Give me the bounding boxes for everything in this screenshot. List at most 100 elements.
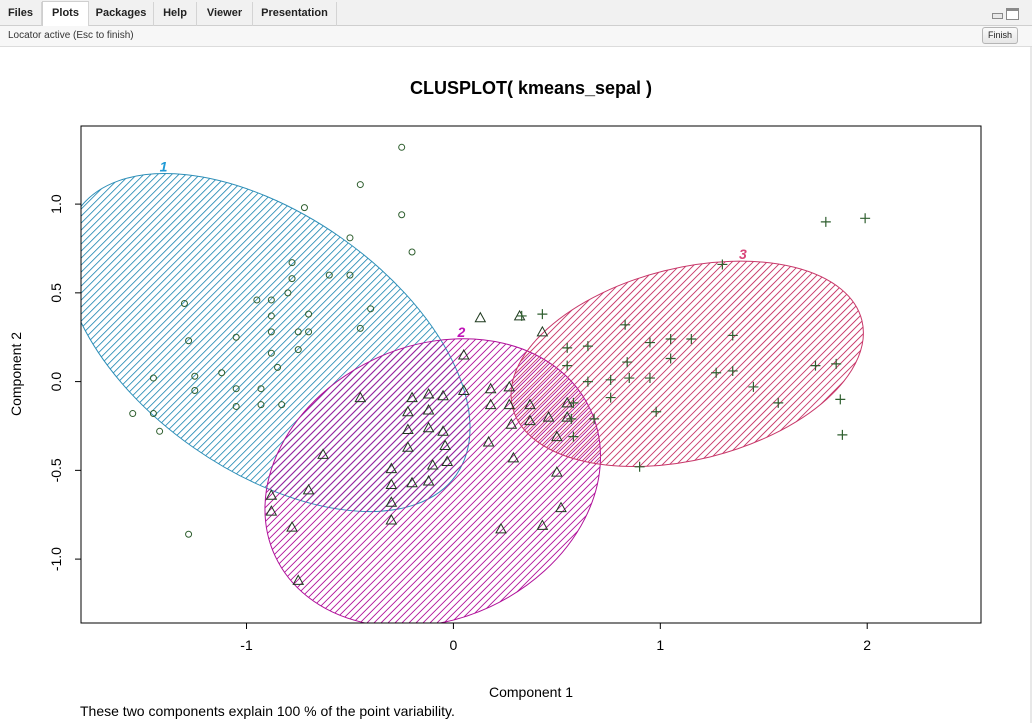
cluster-2-point bbox=[551, 430, 563, 442]
cluster-2-point bbox=[437, 425, 449, 436]
cluster-3-point bbox=[727, 365, 738, 376]
cluster-3-point bbox=[810, 360, 821, 371]
cluster-1-point bbox=[278, 401, 286, 409]
tab-files[interactable]: Files bbox=[0, 2, 42, 26]
x-tick-label: 2 bbox=[863, 637, 871, 653]
cluster-1-point bbox=[191, 372, 199, 380]
maximize-icon[interactable] bbox=[1006, 8, 1019, 20]
minimize-icon[interactable] bbox=[992, 13, 1003, 19]
cluster-1-point bbox=[156, 427, 164, 435]
cluster-3-point bbox=[516, 310, 527, 321]
cluster-2-point bbox=[524, 414, 536, 426]
cluster-3-shading bbox=[489, 227, 886, 501]
cluster-3-point bbox=[644, 337, 655, 348]
tab-packages[interactable]: Packages bbox=[89, 2, 154, 26]
tab-presentation[interactable]: Presentation bbox=[253, 2, 337, 26]
cluster-2-ellipse bbox=[264, 338, 601, 623]
cluster-3-point bbox=[651, 406, 662, 417]
cluster-3-point bbox=[634, 461, 645, 472]
locator-status-text: Locator active (Esc to finish) bbox=[8, 30, 134, 41]
y-tick-label: 0.0 bbox=[48, 372, 64, 392]
cluster-3-point bbox=[665, 353, 676, 364]
cluster-2-point bbox=[385, 496, 398, 507]
cluster-3-point bbox=[624, 373, 635, 384]
cluster-2-point bbox=[561, 411, 574, 422]
cluster-2-point bbox=[505, 418, 518, 429]
cluster-1-point bbox=[398, 211, 406, 219]
cluster-1-point bbox=[288, 275, 296, 283]
finish-button[interactable]: Finish bbox=[981, 27, 1018, 44]
cluster-1-point bbox=[294, 346, 302, 354]
cluster-2-point bbox=[555, 501, 567, 513]
cluster-2-shading bbox=[217, 288, 648, 623]
cluster-1-point bbox=[356, 324, 364, 332]
tab-help[interactable]: Help bbox=[154, 2, 197, 26]
cluster-1-point bbox=[305, 328, 313, 336]
cluster-1-point bbox=[325, 271, 333, 279]
cluster-1-point bbox=[267, 328, 275, 336]
cluster-2-point bbox=[542, 411, 555, 422]
cluster-3-point bbox=[605, 374, 616, 385]
cluster-3-point bbox=[562, 360, 573, 371]
cluster-2-point bbox=[422, 403, 435, 415]
pane-tab-bar: Files Plots Packages Help Viewer Present… bbox=[0, 0, 1032, 27]
cluster-2-point bbox=[354, 391, 367, 403]
cluster-2-point bbox=[474, 311, 487, 323]
cluster-1-point bbox=[149, 410, 157, 418]
cluster-2-point bbox=[503, 398, 516, 410]
cluster-3-point bbox=[562, 342, 573, 353]
cluster-2-point bbox=[265, 505, 278, 516]
cluster-3-point bbox=[582, 376, 593, 387]
cluster-1-point bbox=[129, 410, 137, 418]
cluster-1-point bbox=[346, 234, 354, 242]
plot-viewer[interactable]: CLUSPLOT( kmeans_sepal ) 1 2 3 -1 0 1 2 -1.0 -0… bbox=[0, 47, 1032, 723]
cluster-1-point bbox=[367, 305, 375, 313]
cluster-1-point bbox=[257, 385, 265, 393]
tab-viewer[interactable]: Viewer bbox=[197, 2, 253, 26]
cluster-3-point bbox=[748, 381, 759, 392]
cluster-1-point bbox=[180, 300, 188, 307]
y-tick-label: 1.0 bbox=[48, 194, 64, 214]
cluster-2-point bbox=[536, 325, 549, 337]
cluster-2-point bbox=[292, 574, 305, 585]
x-tick-label: 1 bbox=[656, 637, 664, 653]
cluster-3-point bbox=[537, 309, 548, 320]
cluster-1-point bbox=[274, 363, 282, 371]
cluster-2-point bbox=[457, 348, 470, 360]
cluster-2-point bbox=[402, 423, 414, 435]
x-axis-label: Component 1 bbox=[489, 684, 573, 700]
cluster-1-point bbox=[257, 401, 265, 409]
y-axis-label: Component 2 bbox=[8, 332, 24, 416]
cluster-2-point bbox=[457, 384, 470, 395]
cluster-1-point bbox=[232, 402, 240, 410]
cluster-2-point bbox=[524, 398, 536, 410]
cluster-2-point bbox=[437, 389, 449, 401]
clusplot-chart[interactable]: CLUSPLOT( kmeans_sepal ) 1 2 3 -1 0 1 2 -1.0 -0… bbox=[0, 47, 1030, 723]
cluster-3-point bbox=[831, 358, 842, 369]
y-tick-label: -0.5 bbox=[48, 458, 64, 482]
cluster-2-point bbox=[507, 451, 520, 463]
cluster-1-point bbox=[398, 143, 406, 151]
cluster-3-point bbox=[589, 413, 600, 424]
cluster-1-point bbox=[284, 289, 292, 297]
cluster-3-point bbox=[711, 367, 722, 378]
x-tick-label: 0 bbox=[450, 637, 458, 653]
cluster-2-point bbox=[495, 522, 507, 534]
cluster-2-point bbox=[402, 405, 414, 417]
cluster-2-point bbox=[503, 380, 516, 392]
cluster-3-point bbox=[622, 357, 633, 368]
cluster-3-point bbox=[582, 341, 593, 352]
cluster-1-point bbox=[253, 296, 261, 304]
cluster-2-point bbox=[439, 439, 451, 450]
cluster-3-point bbox=[665, 334, 676, 344]
cluster-1-point bbox=[408, 248, 416, 256]
cluster-1-point bbox=[185, 530, 193, 538]
cluster-2-point bbox=[317, 448, 329, 459]
cluster-2-point bbox=[385, 478, 398, 490]
cluster-2-point bbox=[482, 435, 495, 447]
variability-caption: These two components explain 100 % of th… bbox=[80, 703, 455, 719]
tab-plots[interactable]: Plots bbox=[42, 1, 89, 27]
cluster-2-point bbox=[385, 462, 398, 474]
cluster-2-point bbox=[426, 458, 439, 470]
chart-title: CLUSPLOT( kmeans_sepal ) bbox=[410, 78, 652, 98]
